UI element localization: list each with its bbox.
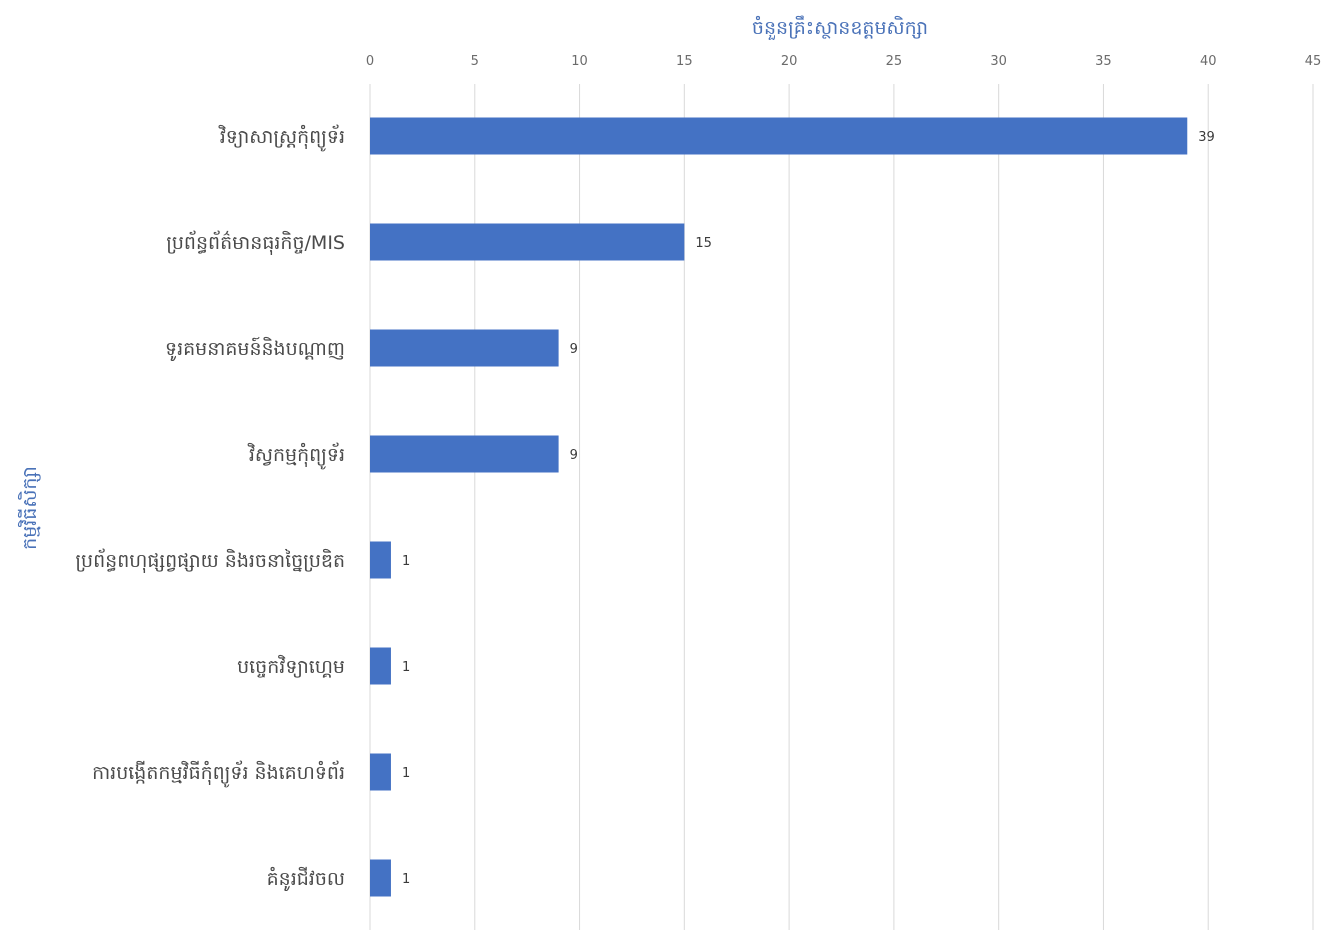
category-label: វិស្វកម្មកុំព្យូទ័រ	[247, 442, 345, 470]
category-label: ការបង្កើតកម្មវិធីកុំព្យូទ័រ និងគេហទំព័រ	[92, 760, 345, 788]
x-tick-label: 0	[366, 54, 374, 69]
bar	[370, 329, 559, 367]
bar-value-label: 1	[402, 660, 410, 675]
gridlines	[369, 84, 1314, 930]
x-tick-label: 30	[990, 54, 1007, 69]
x-axis-ticks: 0 5 10 15 20 25 30 35 40 45	[366, 54, 1321, 69]
x-tick-label: 5	[471, 54, 479, 69]
category-label: បច្ចេកវិទ្យាហ្គេម	[237, 654, 345, 678]
x-tick-label: 35	[1095, 54, 1112, 69]
bar	[370, 117, 1188, 155]
bar	[370, 753, 391, 791]
x-tick-label: 10	[571, 54, 588, 69]
bars	[370, 117, 1188, 897]
bar	[370, 859, 391, 897]
bar	[370, 647, 391, 685]
x-tick-label: 45	[1305, 54, 1322, 69]
bar	[370, 435, 559, 473]
bar-value-label: 15	[695, 236, 712, 251]
bar-value-label: 1	[402, 554, 410, 569]
category-label: វិទ្យាសាស្ត្រកុំព្យូទ័រ	[218, 124, 345, 152]
category-label: ប្រព័ន្ធព័ត៌មានធុរកិច្ច/MIS	[166, 230, 345, 256]
x-tick-label: 25	[886, 54, 903, 69]
data-labels: 39 15 9 9 1 1 1 1	[402, 130, 1215, 887]
bar-value-label: 1	[402, 872, 410, 887]
x-tick-label: 20	[781, 54, 798, 69]
x-tick-label: 40	[1200, 54, 1217, 69]
x-tick-label: 15	[676, 54, 693, 69]
bar-value-label: 9	[570, 448, 578, 463]
category-label: គំនូរជីវចល	[267, 866, 345, 892]
x-axis-title: ចំនួនគ្រឹះស្ថានឧត្តមសិក្សា	[752, 15, 928, 41]
y-axis-title: កម្មវិធីសិក្សា	[17, 466, 41, 550]
bar-value-label: 1	[402, 766, 410, 781]
category-label: ទូរគមនាគមន៍និងបណ្តាញ	[165, 336, 345, 362]
bar	[370, 223, 685, 261]
bar-value-label: 39	[1198, 130, 1215, 145]
bar	[370, 541, 391, 579]
bar-value-label: 9	[570, 342, 578, 357]
category-labels: វិទ្យាសាស្ត្រកុំព្យូទ័រប្រព័ន្ធព័ត៌មានធុ…	[75, 124, 345, 892]
category-label: ប្រព័ន្ធពហុផ្សព្វផ្សាយ និងរចនាច្នៃប្រឌិត	[75, 548, 345, 574]
